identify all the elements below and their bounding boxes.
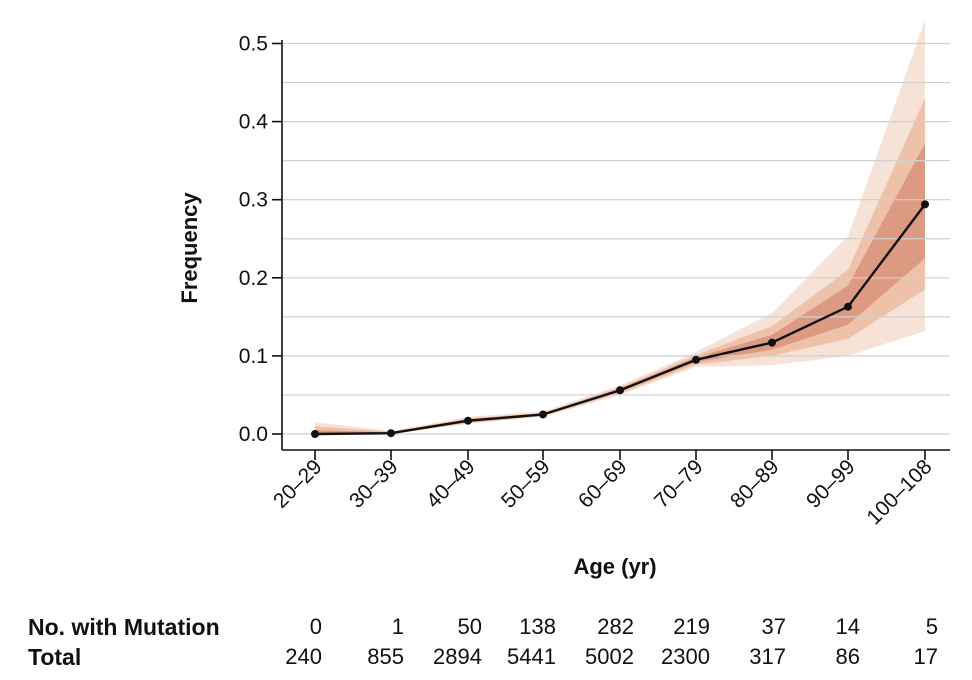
data-point — [616, 386, 624, 395]
mutation-count-cell: 5 — [925, 614, 938, 639]
x-tick-label: 60–69 — [574, 455, 632, 513]
uncertainty-bands — [315, 20, 925, 435]
data-point — [539, 410, 547, 419]
y-tick-label: 0.3 — [239, 189, 268, 212]
x-axis-title: Age (yr) — [573, 554, 656, 579]
total-count-cell: 5441 — [507, 644, 556, 669]
y-axis-title: Frequency — [177, 192, 202, 304]
mutation-count-cell: 50 — [457, 614, 482, 639]
y-tick-label: 0.1 — [239, 345, 268, 368]
mutation-count-cell: 1 — [391, 614, 404, 639]
x-tick-label: 70–79 — [650, 455, 708, 513]
total-count-cell: 2894 — [433, 644, 482, 669]
mutation-count-cell: 138 — [519, 614, 556, 639]
gridlines — [282, 42, 950, 435]
data-point — [692, 355, 700, 364]
mutation-count-cell: 14 — [835, 614, 860, 639]
total-count-cell: 5002 — [585, 644, 634, 669]
series-line — [311, 200, 929, 438]
total-count-cell: 855 — [367, 644, 404, 669]
total-count-cell: 317 — [749, 644, 786, 669]
x-tick-label: 80–89 — [726, 455, 784, 513]
mutation-count-cell: 282 — [597, 614, 634, 639]
y-tick-label: 0.2 — [239, 267, 268, 290]
mutation-count-cell: 37 — [761, 614, 786, 639]
total-count-cell: 2300 — [661, 644, 710, 669]
data-point — [921, 200, 929, 209]
mutation-row-label: No. with Mutation — [28, 614, 220, 640]
total-count-cell: 86 — [835, 644, 860, 669]
x-tick-label: 20–29 — [269, 455, 327, 513]
x-tick-label: 40–49 — [422, 455, 480, 513]
x-tick-label: 90–99 — [802, 455, 860, 513]
mutation-count-cell: 0 — [309, 614, 322, 639]
total-count-cell: 17 — [913, 644, 938, 669]
data-point — [311, 430, 319, 438]
x-tick-label: 100–108 — [862, 455, 936, 529]
x-tick-label: 30–39 — [345, 455, 403, 513]
data-point — [387, 429, 395, 438]
y-tick-label: 0.0 — [239, 423, 268, 446]
data-point — [844, 302, 852, 311]
y-tick-label: 0.5 — [239, 33, 268, 56]
mutation-count-cell: 219 — [673, 614, 710, 639]
total-row-label: Total — [28, 644, 82, 670]
band-middle — [315, 98, 925, 435]
data-point — [464, 416, 472, 425]
total-count-cell: 240 — [285, 644, 322, 669]
x-tick-label: 50–59 — [497, 455, 555, 513]
frequency-chart: 0.0 0.1 0.2 0.3 0.4 0.5 20–29 30–39 40–49 50–59 60… — [177, 20, 950, 579]
y-tick-label: 0.4 — [239, 111, 269, 134]
data-point — [768, 338, 776, 347]
